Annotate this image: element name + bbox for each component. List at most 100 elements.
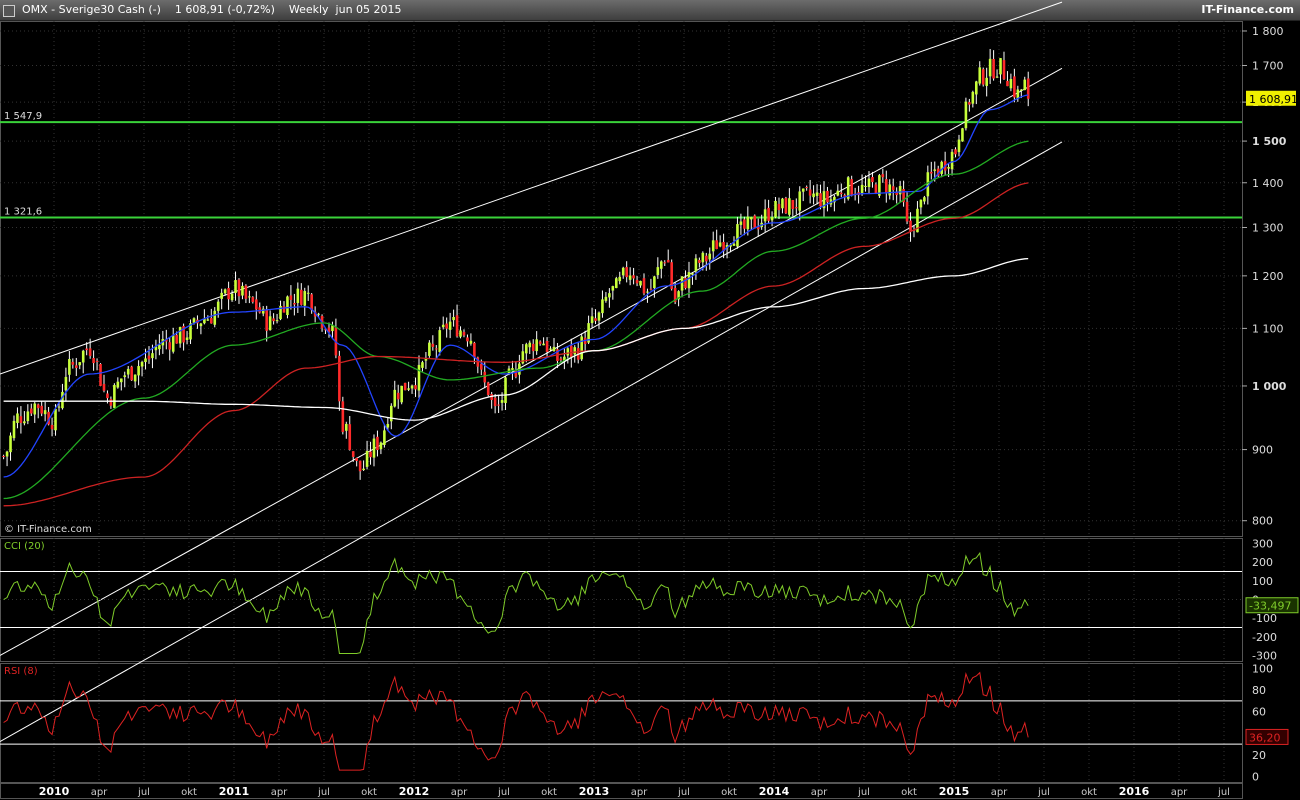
candle-body — [133, 374, 137, 382]
candle-body — [860, 184, 864, 194]
candle-body — [950, 151, 954, 170]
candle-body — [628, 275, 632, 280]
candle-body — [691, 273, 694, 275]
candle-body — [147, 355, 151, 360]
trend-channel-line — [0, 141, 1063, 742]
menu-icon[interactable] — [3, 5, 15, 17]
candle-body — [878, 175, 881, 196]
candle-body — [78, 362, 82, 366]
time-axis-label: apr — [91, 787, 108, 798]
candle-body — [473, 342, 476, 358]
candle-body — [216, 301, 220, 311]
candle-body — [711, 240, 715, 252]
candle-body — [743, 219, 746, 229]
rsi-legend-label: RSI (8) — [4, 666, 38, 677]
candle-body — [164, 339, 168, 342]
time-axis-label: 2016 — [1119, 785, 1150, 798]
candle-body — [569, 345, 573, 357]
candle-body — [839, 192, 843, 195]
candle-body — [961, 128, 964, 142]
candle-body — [469, 340, 473, 344]
candle-body — [483, 371, 487, 383]
candle-body — [1023, 79, 1027, 91]
time-axis-label: okt — [1081, 787, 1097, 798]
candle-body — [414, 385, 417, 390]
candle-body — [365, 450, 369, 467]
candle-body — [344, 423, 348, 431]
candle-body — [417, 364, 421, 391]
time-axis-panel — [0, 783, 1243, 799]
candle-body — [549, 348, 552, 350]
candle-body — [493, 397, 497, 407]
candle-body — [185, 337, 189, 341]
candle-body — [912, 229, 916, 231]
cci-last-box — [1245, 597, 1299, 614]
legend-sma200[interactable]: Moving average (Simple 200) — [491, 21, 648, 35]
candle-body — [74, 365, 78, 368]
candle-body — [448, 321, 452, 330]
candle-body — [209, 318, 213, 324]
legend-sma100[interactable]: Moving average (Simple 100) — [334, 21, 491, 35]
candle-body — [646, 291, 649, 293]
candle-body — [251, 297, 255, 302]
candle-body — [296, 288, 300, 303]
candle-body — [445, 323, 448, 329]
candle-body — [788, 198, 791, 215]
candle-body — [621, 267, 625, 276]
candle-body — [992, 58, 995, 79]
candle-body — [642, 278, 646, 294]
candle-body — [611, 286, 615, 291]
candle-body — [556, 349, 559, 362]
candle-body — [50, 424, 54, 430]
candle-body — [206, 319, 210, 321]
candle-body — [895, 192, 898, 195]
candle-body — [57, 406, 61, 408]
sma50-line — [3, 140, 1029, 500]
candle-body — [313, 311, 317, 317]
price-tick-label: 800 — [1252, 515, 1273, 528]
candle-body — [881, 174, 885, 178]
candle-body — [760, 222, 763, 228]
candle-body — [279, 305, 282, 320]
candle-body — [2, 455, 5, 457]
candle-body — [756, 226, 760, 230]
rsi-tick-label: 80 — [1252, 684, 1266, 697]
candle-body — [151, 353, 154, 359]
candle-body — [1026, 78, 1030, 99]
candle-body — [563, 356, 566, 361]
candle-body — [763, 209, 767, 222]
candle-body — [213, 310, 217, 325]
price-tick-label: 1 400 — [1252, 177, 1284, 190]
candle-body — [85, 348, 88, 351]
legend-sma50[interactable]: Moving average (Simple 50) — [184, 21, 334, 35]
candle-body — [258, 307, 262, 313]
candle-body — [407, 388, 410, 390]
candle-body — [1019, 89, 1023, 91]
candle-body — [140, 362, 144, 367]
candle-body — [698, 259, 701, 263]
candle-body — [909, 220, 912, 232]
candle-body — [355, 458, 358, 461]
candle-body — [268, 316, 272, 331]
candle-body — [670, 262, 673, 289]
candle-body — [943, 161, 947, 171]
candle-body — [237, 279, 241, 297]
candle-body — [272, 318, 275, 322]
legend-price[interactable]: Price — [1, 21, 34, 35]
candle-body — [964, 101, 968, 129]
candle-body — [504, 377, 507, 404]
legend-sma20[interactable]: Moving average (Simple 20) — [34, 21, 184, 35]
candle-body — [576, 348, 580, 360]
candle-body — [386, 424, 390, 428]
candle-body — [175, 334, 178, 344]
candle-body — [358, 460, 362, 472]
cci-last-label: -33,497 — [1249, 600, 1291, 613]
time-axis-label: okt — [721, 787, 737, 798]
candle-body — [293, 303, 296, 305]
candle-body — [625, 267, 628, 278]
price-tick-label: 1 100 — [1252, 322, 1284, 335]
candle-body — [265, 309, 268, 331]
candle-body — [1002, 60, 1006, 80]
candle-body — [659, 261, 663, 269]
candle-body — [981, 69, 985, 85]
